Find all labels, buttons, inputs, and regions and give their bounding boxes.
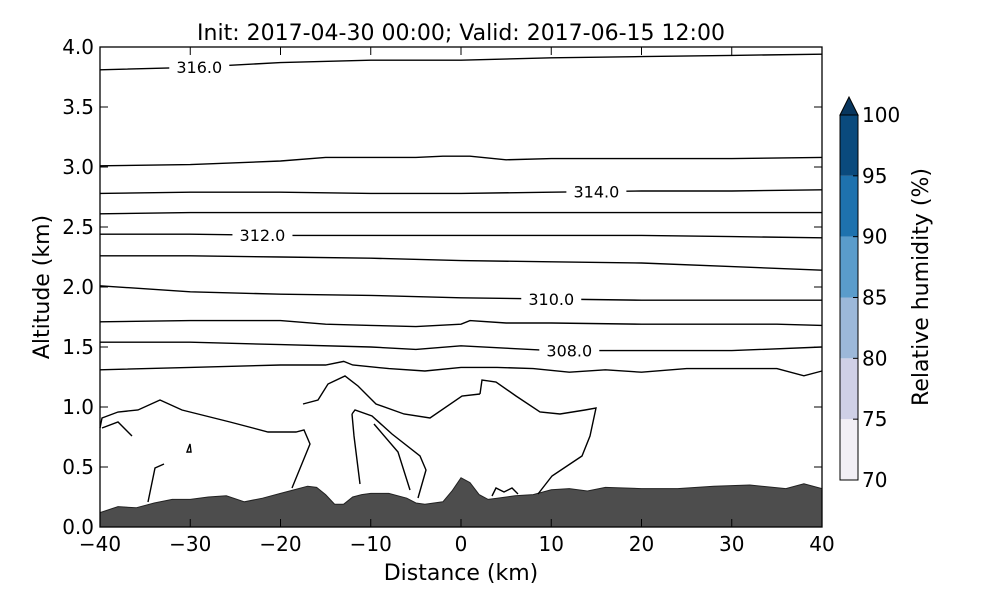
colorbar-tick-label: 80 — [862, 346, 887, 370]
contour-label: 312.0 — [240, 226, 286, 245]
contour-path — [99, 360, 823, 377]
contour-line: 314.0 — [99, 182, 823, 202]
humidity-boundary-layer — [99, 375, 597, 503]
x-tick-label: −40 — [79, 532, 121, 556]
terrain-layer — [99, 477, 823, 528]
contour-path — [99, 285, 822, 301]
contour-path — [99, 155, 823, 167]
x-tick-label: −10 — [350, 532, 392, 556]
rh-contour-outline-west-inner — [101, 421, 133, 437]
contour-path — [100, 341, 823, 352]
contour-label: 316.0 — [176, 58, 222, 77]
colorbar-tick-label: 90 — [862, 225, 887, 249]
colorbar-tick-label: 75 — [862, 407, 887, 431]
x-tick-label: 0 — [455, 532, 468, 556]
contour-path — [100, 233, 823, 239]
colorbar-tick-label: 95 — [862, 164, 887, 188]
contour-label-knockout — [169, 57, 230, 76]
plot-area: 316.0 314.0 312.0 310.0 308.0 — [99, 46, 823, 528]
rh-contour-cloud-right — [479, 379, 597, 495]
x-tick-label: −30 — [169, 532, 211, 556]
plot-background — [100, 47, 822, 527]
contour-line — [99, 319, 823, 328]
contour-label: 310.0 — [528, 290, 574, 309]
colorbar-bin — [840, 236, 858, 298]
y-axis-ticks: 0.0 0.5 1.0 1.5 2.0 2.5 3.0 3.5 4.0 — [62, 35, 822, 539]
contour-path — [99, 211, 822, 215]
contour-label-knockout — [539, 341, 600, 360]
contour-path — [99, 189, 823, 195]
colorbar-bin — [840, 358, 858, 420]
x-axis-ticks: −40 −30 −20 −10 0 10 20 30 40 — [79, 47, 835, 556]
contour-label-knockout — [232, 226, 293, 245]
y-axis-label: Altitude (km) — [30, 215, 55, 359]
contour-line — [99, 211, 822, 215]
y-tick-label: 2.5 — [62, 215, 94, 239]
rh-contour-outline-west-foot — [147, 463, 165, 503]
colorbar-bins — [840, 115, 858, 480]
rh-contour-ground-trace — [491, 487, 519, 497]
x-tick-label: 40 — [809, 532, 834, 556]
contour-line — [99, 360, 823, 377]
colorbar-label: Relative humidity (%) — [909, 168, 934, 406]
x-axis-label: Distance (km) — [384, 561, 539, 586]
rh-contour-cloud-left-edge — [373, 423, 411, 491]
contour-label-knockout — [566, 182, 627, 201]
y-tick-label: 3.0 — [62, 155, 94, 179]
rh-contour-outline-west — [99, 399, 311, 489]
colorbar-tick-label: 85 — [862, 286, 887, 310]
chart-title: Init: 2017-04-30 00:00; Valid: 2017-06-1… — [197, 21, 725, 46]
rh-contour-cloud-left — [351, 409, 427, 499]
contour-line — [100, 255, 823, 271]
colorbar-extend-triangle — [839, 95, 859, 116]
rh-contour-outline-central — [302, 375, 481, 419]
colorbar-bin — [840, 419, 858, 480]
contour-line — [99, 155, 823, 167]
x-tick-label: 20 — [629, 532, 654, 556]
rh-contour-hook — [185, 443, 192, 453]
colorbar-bin — [840, 297, 858, 359]
y-tick-label: 2.0 — [62, 275, 94, 299]
contour-label-knockout — [521, 290, 582, 308]
y-tick-label: 1.5 — [62, 335, 94, 359]
contour-line: 308.0 — [100, 341, 823, 361]
y-tick-label: 4.0 — [62, 35, 94, 59]
colorbar-tick-label: 70 — [862, 468, 887, 492]
x-tick-label: −20 — [259, 532, 301, 556]
y-tick-label: 0.5 — [62, 455, 94, 479]
contour-path — [99, 319, 823, 328]
colorbar: 70 75 80 85 90 95 100 Relative humidity (%) — [839, 95, 934, 492]
contour-line: 310.0 — [99, 285, 822, 309]
rh-contour-cloud-left-inner — [351, 413, 361, 485]
y-tick-label: 1.0 — [62, 395, 94, 419]
y-tick-label: 0.0 — [62, 515, 94, 539]
x-tick-label: 10 — [539, 532, 564, 556]
colorbar-bin — [840, 115, 858, 176]
terrain — [99, 477, 823, 528]
colorbar-ticks: 70 75 80 85 90 95 100 — [853, 103, 900, 492]
contour-label: 308.0 — [546, 342, 592, 361]
x-tick-label: 30 — [719, 532, 744, 556]
contour-line: 316.0 — [99, 53, 823, 77]
contour-layer: 316.0 314.0 312.0 310.0 308.0 — [99, 53, 823, 377]
contour-path — [100, 255, 823, 271]
colorbar-tick-label: 100 — [862, 103, 900, 127]
contour-label: 314.0 — [573, 183, 619, 202]
colorbar-bin — [840, 175, 858, 237]
y-tick-label: 3.5 — [62, 95, 94, 119]
contour-line: 312.0 — [100, 226, 823, 245]
